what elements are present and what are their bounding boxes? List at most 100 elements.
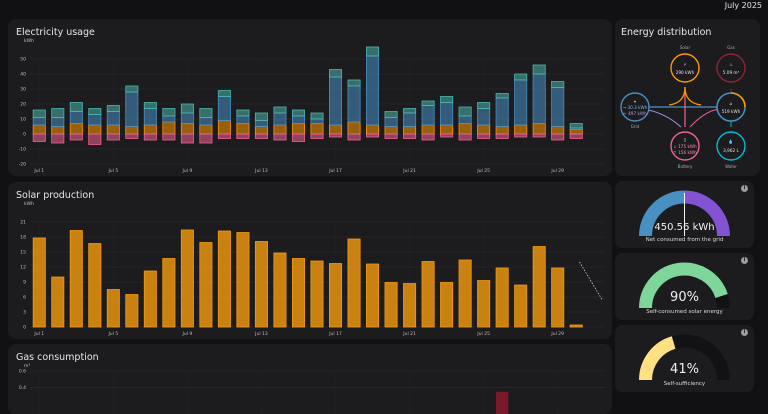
x-tick-label: Jul 5 (107, 331, 118, 337)
electricity-usage-chart[interactable]: 50 40 30 20 10 0 -10 -20 Jul 1 Jul 5 Jul 9 Jul 13 Ju… (8, 19, 612, 176)
solar-power-icon: ⚡ (684, 62, 687, 67)
bar-battery_out (532, 64, 546, 75)
bar-solar (421, 124, 435, 135)
bar-battery_out (199, 108, 213, 118)
energy-distribution-card: Energy distribution Solar ⚡ 290 kWh Gas … (615, 19, 760, 176)
bar-battery_out (69, 102, 83, 112)
bar-grid (199, 117, 213, 126)
x-tick-label: Jul 9 (182, 168, 193, 174)
bar-solar (347, 121, 361, 135)
gas-unit: m³ (24, 364, 31, 369)
solar-unit: kWh (24, 202, 34, 207)
bar-solar (88, 124, 102, 135)
bar-grid (551, 87, 565, 127)
bar-battery_out (403, 108, 417, 114)
bar-grid (310, 118, 324, 124)
bar-battery_out (254, 112, 268, 121)
svg-text:← 497 kWh: ← 497 kWh (623, 111, 647, 116)
battery-node[interactable]: ▯ ↓ 175 kWh ↑ 156 kWh Battery (670, 131, 700, 169)
gas-consumption-chart[interactable]: 0.6 0.4 (8, 344, 612, 414)
svg-text:Gas: Gas (727, 45, 735, 50)
bar-battery_in (421, 133, 435, 141)
solar-bar (32, 237, 46, 328)
solar-node[interactable]: Solar ⚡ 290 kWh (670, 45, 700, 83)
bar-grid (51, 117, 65, 127)
solar-production-card: Solar production kWh 21 18 15 12 9 6 3 0 Jul 1 Ju… (8, 182, 612, 339)
info-icon[interactable]: i (741, 185, 748, 192)
bar-solar (217, 120, 231, 135)
transmission-tower-icon: ⌖ (634, 99, 637, 104)
bar-battery_out (551, 81, 565, 88)
bar-battery_in (384, 133, 398, 139)
self-sufficiency-caption: Self-sufficiency (663, 381, 706, 387)
bar-solar (403, 126, 417, 135)
solar-bar (384, 282, 398, 328)
y-tick-label: 6 (23, 295, 26, 301)
bar-grid (273, 112, 287, 126)
bar-battery_out (495, 93, 509, 99)
bar-battery_in (69, 133, 83, 141)
y-tick-label: 10 (20, 117, 26, 123)
solar-bar (69, 230, 83, 328)
solar-bar (329, 263, 343, 328)
y-tick-label: -10 (19, 147, 26, 153)
bar-battery_in (32, 133, 46, 142)
bar-solar (366, 124, 380, 135)
svg-text:Battery: Battery (678, 164, 693, 169)
solar-bar (143, 270, 157, 328)
bar-battery_in (310, 133, 324, 139)
solar-bar (273, 252, 287, 328)
y-tick-label: 21 (20, 220, 26, 226)
battery-icon: ▯ (684, 137, 686, 142)
gauge-fill-consumed (639, 190, 685, 237)
bar-solar (236, 123, 250, 135)
home-node[interactable]: ⌂ 519 kWh (716, 92, 746, 122)
bar-battery_out (217, 90, 231, 97)
energy-flow-diagram: Solar ⚡ 290 kWh Gas ♨ 5.09 m³ ⌖ → 30.3 k… (620, 45, 746, 169)
info-icon[interactable]: i (741, 329, 748, 336)
bar-grid (421, 105, 435, 126)
solar-bar (236, 232, 250, 328)
grid-node[interactable]: ⌖ → 30.3 kWh ← 497 kWh Grid (620, 92, 650, 129)
grid-net-gauge-card: i 450.56 kWh Net consumed from the grid (615, 181, 754, 248)
water-node[interactable]: 💧 3,962 L Water (716, 131, 746, 169)
bar-solar (551, 126, 565, 135)
x-tick-label: Jul 21 (402, 168, 416, 174)
x-tick-label: Jul 21 (402, 331, 416, 337)
y-tick-label: 0.6 (19, 369, 26, 375)
bar-solar (125, 126, 139, 135)
solar-self-consumed-gauge (639, 262, 730, 309)
bar-solar (106, 124, 120, 135)
energy-distribution-title: Energy distribution (621, 27, 712, 38)
bar-solar (477, 124, 491, 135)
bar-battery_out (421, 100, 435, 106)
bar-battery_in (217, 133, 231, 139)
bar-battery_out (88, 108, 102, 115)
x-tick-label: Jul 1 (33, 168, 44, 174)
x-tick-label: Jul 5 (107, 168, 118, 174)
svg-text:5.09 m³: 5.09 m³ (723, 70, 740, 75)
solar-production-chart[interactable]: 21 18 15 12 9 6 3 0 Jul 1 Jul 5 Jul 9 Jul 13 Jul 17 J… (8, 182, 612, 339)
x-tick-label: Jul 17 (328, 168, 342, 174)
bar-battery_out (125, 85, 139, 93)
solar-bar (514, 284, 528, 328)
svg-text:Solar: Solar (680, 45, 691, 50)
y-tick-label: 20 (20, 102, 26, 108)
y-tick-label: 0 (23, 132, 26, 138)
y-tick-label: 15 (20, 250, 26, 256)
svg-text:519 kWh: 519 kWh (722, 109, 741, 114)
electricity-usage-card: Electricity usage kWh 50 40 30 20 10 0 -10 -20 J… (8, 19, 612, 176)
info-icon[interactable]: i (741, 257, 748, 264)
bar-grid (106, 111, 120, 126)
bar-battery_out (273, 106, 287, 114)
y-tick-label: 0.4 (19, 385, 26, 391)
bar-battery_out (32, 109, 46, 118)
bar-battery_in (106, 133, 120, 141)
bar-battery_in (569, 133, 583, 139)
x-tick-label: Jul 13 (254, 331, 268, 337)
electricity-unit: kWh (24, 39, 34, 44)
date-label[interactable]: July 2025 (724, 1, 762, 10)
gas-node[interactable]: Gas ♨ 5.09 m³ (716, 45, 746, 83)
bar-grid (254, 120, 268, 127)
x-tick-label: Jul 29 (550, 331, 564, 337)
